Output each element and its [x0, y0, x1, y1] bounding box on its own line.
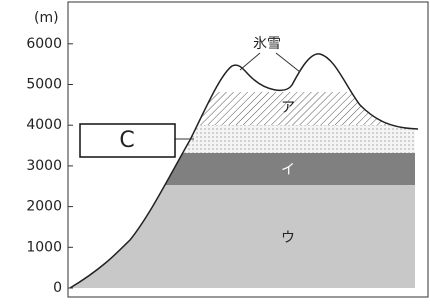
zone-a-label: ア: [281, 100, 295, 116]
snow-label: 氷雪: [253, 36, 281, 52]
y-tick-label: 6000: [26, 36, 62, 52]
zone-i: [60, 153, 415, 185]
y-tick-label: 4000: [26, 117, 62, 133]
y-tick-label: 1000: [26, 239, 62, 255]
zone-a: [60, 92, 415, 125]
ticks: 0 1000 2000 3000 4000 5000 6000: [26, 36, 73, 296]
snow-leader: [276, 53, 300, 72]
y-tick-label: 3000: [26, 158, 62, 174]
zone-i-label: イ: [281, 162, 295, 178]
zones: [60, 92, 415, 295]
diagram: (m) 0 1000 2000 3000 4000 5000 6000 氷雪 ア イ ウ C: [0, 0, 430, 300]
zone-u: [60, 185, 415, 295]
y-tick-label: 5000: [26, 77, 62, 93]
y-tick-label: 0: [53, 280, 62, 296]
zone-u-label: ウ: [281, 230, 295, 246]
y-tick-label: 2000: [26, 199, 62, 215]
snow-leader: [240, 53, 260, 70]
axis-unit: (m): [34, 10, 59, 26]
c-label: C: [119, 128, 134, 153]
